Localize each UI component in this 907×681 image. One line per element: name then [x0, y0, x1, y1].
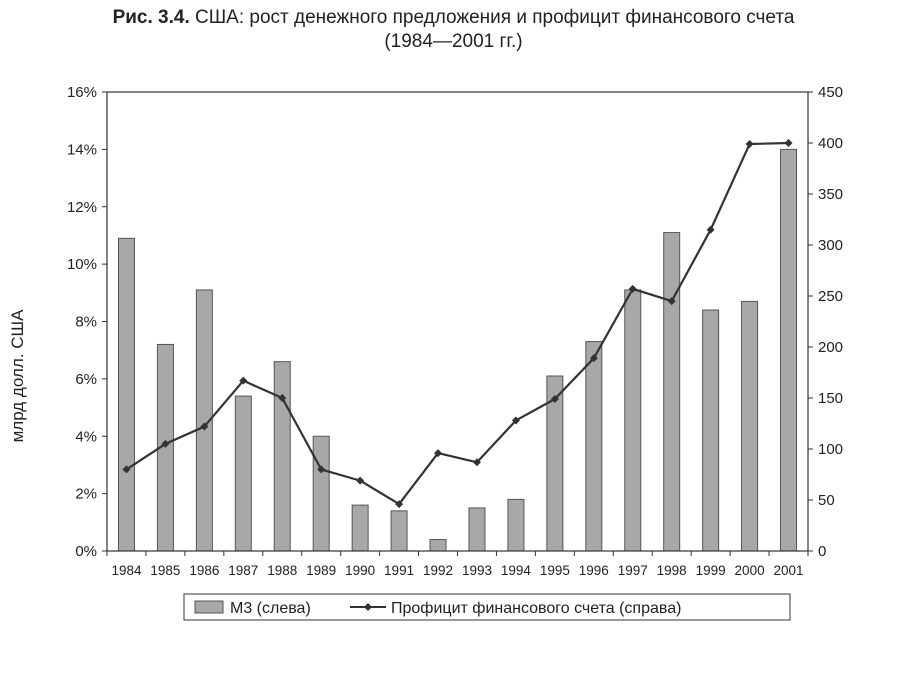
left-tick-label: 2% [75, 486, 97, 503]
x-tick-label: 1991 [384, 563, 414, 578]
bar-1998 [663, 232, 681, 552]
bar-1994 [507, 498, 525, 552]
legend: M3 (слева) Профицит финансового счета (с… [183, 593, 791, 621]
surplus-point-1997 [628, 284, 637, 293]
left-tick-label: 10% [67, 256, 97, 273]
bar-1987 [234, 395, 252, 552]
surplus-point-1984 [122, 465, 131, 474]
surplus-point-1999 [706, 225, 715, 234]
surplus-point-1989 [317, 465, 326, 474]
line-layer [122, 139, 793, 509]
bar-1996 [585, 341, 603, 552]
surplus-point-1996 [589, 354, 598, 363]
right-tick-label: 300 [818, 237, 843, 254]
right-tick-label: 250 [818, 288, 843, 305]
figure-number: Рис. 3.4. [112, 7, 190, 28]
x-tick-label: 1990 [345, 563, 375, 578]
legend-line-marker [364, 603, 372, 611]
surplus-point-1992 [434, 449, 443, 458]
legend-box [183, 593, 791, 621]
x-tick-label: 1998 [657, 563, 687, 578]
x-tick-label: 1994 [501, 563, 532, 578]
left-tick-label: 14% [67, 141, 97, 158]
bar-1993 [468, 507, 486, 552]
surplus-point-1986 [200, 422, 209, 431]
y-axis-label: млрд долл. США [8, 309, 27, 442]
bar-1990 [351, 504, 369, 552]
surplus-point-1995 [550, 395, 559, 404]
bar-1992 [429, 539, 447, 552]
bar-1997 [624, 289, 642, 552]
surplus-point-1988 [278, 394, 287, 402]
bar-1984 [117, 237, 135, 552]
x-tick-label: 2001 [774, 563, 804, 578]
x-tick-label: 1987 [228, 563, 258, 578]
left-tick-label: 6% [75, 371, 97, 388]
surplus-line [125, 141, 789, 506]
x-tick-label: 1993 [462, 563, 492, 578]
right-tick-label: 450 [818, 84, 843, 101]
left-tick-label: 12% [67, 199, 97, 216]
title-text: США: рост денежного предложения и профиц… [195, 7, 795, 28]
bar-1999 [702, 309, 720, 552]
bars-layer [117, 148, 798, 552]
right-tick-label: 200 [818, 339, 843, 356]
surplus-point-1993 [472, 458, 481, 467]
x-tick-label: 1988 [267, 563, 297, 578]
left-tick-label: 4% [75, 428, 97, 445]
left-tick-label: 16% [67, 84, 97, 101]
surplus-point-1991 [395, 500, 404, 509]
left-tick-label: 0% [75, 543, 97, 560]
surplus-point-1985 [161, 439, 170, 448]
x-tick-label: 1989 [306, 563, 336, 578]
bar-2000 [741, 300, 759, 552]
surplus-point-2001 [784, 139, 793, 147]
right-tick-label: 100 [818, 441, 843, 458]
surplus-point-1994 [511, 416, 520, 425]
right-tick-label: 400 [818, 135, 843, 152]
x-tick-label: 1995 [540, 563, 570, 578]
x-tick-label: 1996 [579, 563, 609, 578]
x-tick-label: 1986 [189, 563, 219, 578]
bar-1991 [390, 510, 408, 552]
surplus-point-1987 [239, 376, 248, 385]
x-tick-label: 2000 [735, 563, 765, 578]
legend-bar-swatch [194, 600, 224, 614]
bar-2001 [780, 148, 798, 552]
title-subtitle: (1984—2001 гг.) [384, 31, 523, 52]
x-tick-label: 1997 [618, 563, 648, 578]
x-tick-label: 1999 [696, 563, 726, 578]
legend-label-m3: M3 (слева) [230, 600, 311, 617]
surplus-point-1990 [356, 476, 365, 485]
left-tick-label: 8% [75, 314, 97, 331]
bar-1988 [273, 361, 291, 552]
chart-title: Рис. 3.4. США: рост денежного предложени… [0, 6, 907, 54]
right-tick-label: 150 [818, 390, 843, 407]
legend-label-surplus: Профицит финансового счета (справа) [391, 600, 681, 617]
surplus-point-2000 [745, 140, 754, 149]
right-tick-label: 350 [818, 186, 843, 203]
right-tick-label: 0 [818, 543, 826, 560]
x-tick-label: 1984 [111, 563, 142, 578]
bar-1989 [312, 435, 330, 552]
x-tick-label: 1992 [423, 563, 453, 578]
surplus-point-1998 [667, 297, 676, 306]
axes-layer: 0% 2% 4% 6% 8% 10% 12% 14% 16% 0 50 100 150 200 250 300… [67, 84, 843, 578]
right-tick-label: 50 [818, 492, 835, 509]
x-tick-label: 1985 [150, 563, 180, 578]
